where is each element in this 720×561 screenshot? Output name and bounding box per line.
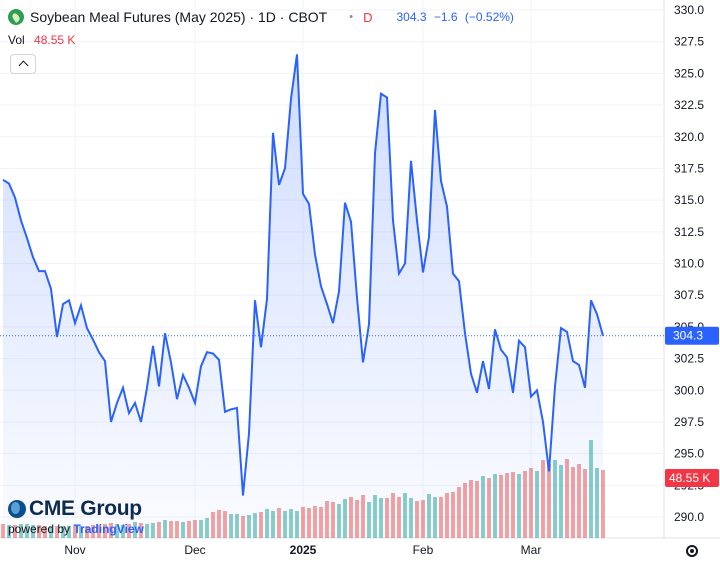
y-tick-label: 297.5 — [674, 415, 704, 429]
y-tick-label: 300.0 — [674, 383, 704, 397]
cme-name: CME Group — [29, 497, 142, 520]
y-tick-label: 322.5 — [674, 98, 704, 112]
last-price: 304.3 — [396, 10, 427, 24]
x-tick-label: 2025 — [290, 543, 317, 557]
price-line — [2, 54, 604, 496]
volume-label: Vol — [8, 33, 25, 47]
y-tick-label: 325.0 — [674, 66, 704, 80]
y-tick-label: 330.0 — [674, 3, 704, 17]
quote-values: 304.3 −1.6 (−0.52%) — [396, 10, 517, 24]
last-volume-label-text: 48.55 K — [669, 471, 710, 485]
chevron-up-icon — [18, 60, 28, 71]
soybean-leaf-icon — [8, 9, 24, 25]
last-price-label: 304.3 — [665, 326, 719, 345]
branding: CME Group powered by TradingView — [8, 497, 144, 536]
y-tick-label: 295.0 — [674, 447, 704, 461]
y-tick-label: 315.0 — [674, 193, 704, 207]
cme-globe-icon — [8, 500, 26, 518]
volume-value: 48.55 K — [34, 33, 76, 47]
last-value-labels: 304.3 48.55 K — [665, 326, 719, 487]
tradingview-brand: TradingView — [73, 522, 144, 536]
legend-header: Soybean Meal Futures (May 2025) · 1D · C… — [8, 8, 518, 26]
collapse-legend-button[interactable] — [10, 54, 36, 74]
y-tick-label: 302.5 — [674, 352, 704, 366]
x-tick-label: Mar — [521, 543, 542, 557]
time-axis[interactable]: Nov Dec 2025 Feb Mar — [64, 543, 541, 557]
price-axis[interactable]: 290.0292.5295.0297.5300.0302.5305.0307.5… — [674, 3, 704, 524]
y-tick-label: 290.0 — [674, 510, 704, 524]
y-tick-label: 320.0 — [674, 130, 704, 144]
last-volume-label: 48.55 K — [665, 469, 719, 487]
x-tick-label: Nov — [64, 543, 85, 557]
gear-icon[interactable] — [686, 545, 698, 557]
y-tick-label: 312.5 — [674, 225, 704, 239]
symbol-title[interactable]: Soybean Meal Futures (May 2025) · 1D · C… — [30, 9, 328, 25]
price-area — [3, 54, 603, 539]
powered-by[interactable]: powered by TradingView — [8, 522, 144, 536]
x-tick-label: Dec — [184, 543, 205, 557]
volume-legend: Vol 48.55 K — [8, 33, 75, 47]
delayed-badge[interactable]: D — [363, 9, 373, 25]
y-tick-label: 307.5 — [674, 288, 704, 302]
y-tick-label: 310.0 — [674, 257, 704, 271]
market-status-dot: • — [349, 11, 354, 23]
y-tick-label: 327.5 — [674, 35, 704, 49]
last-price-label-text: 304.3 — [673, 329, 703, 343]
price-change-percent: (−0.52%) — [464, 10, 514, 24]
x-tick-label: Feb — [413, 543, 434, 557]
cme-logo: CME Group — [8, 497, 144, 521]
price-change: −1.6 — [433, 10, 458, 24]
y-tick-label: 317.5 — [674, 161, 704, 175]
powered-prefix: powered by — [8, 522, 71, 536]
